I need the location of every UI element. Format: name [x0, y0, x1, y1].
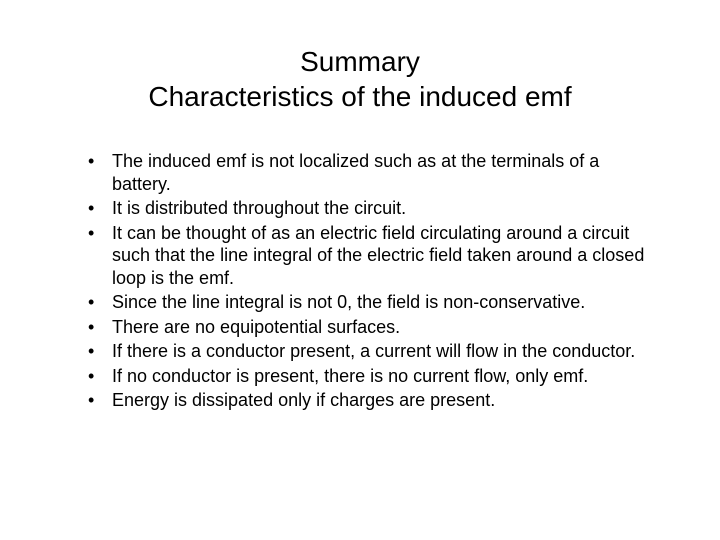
list-item: Energy is dissipated only if charges are…: [88, 389, 660, 412]
slide-title: Summary Characteristics of the induced e…: [60, 44, 660, 114]
title-line-2: Characteristics of the induced emf: [148, 81, 571, 112]
list-item: If no conductor is present, there is no …: [88, 365, 660, 388]
title-line-1: Summary: [300, 46, 420, 77]
list-item: If there is a conductor present, a curre…: [88, 340, 660, 363]
list-item: There are no equipotential surfaces.: [88, 316, 660, 339]
bullet-list: The induced emf is not localized such as…: [60, 150, 660, 412]
list-item: It is distributed throughout the circuit…: [88, 197, 660, 220]
list-item: Since the line integral is not 0, the fi…: [88, 291, 660, 314]
list-item: The induced emf is not localized such as…: [88, 150, 660, 195]
list-item: It can be thought of as an electric fiel…: [88, 222, 660, 290]
